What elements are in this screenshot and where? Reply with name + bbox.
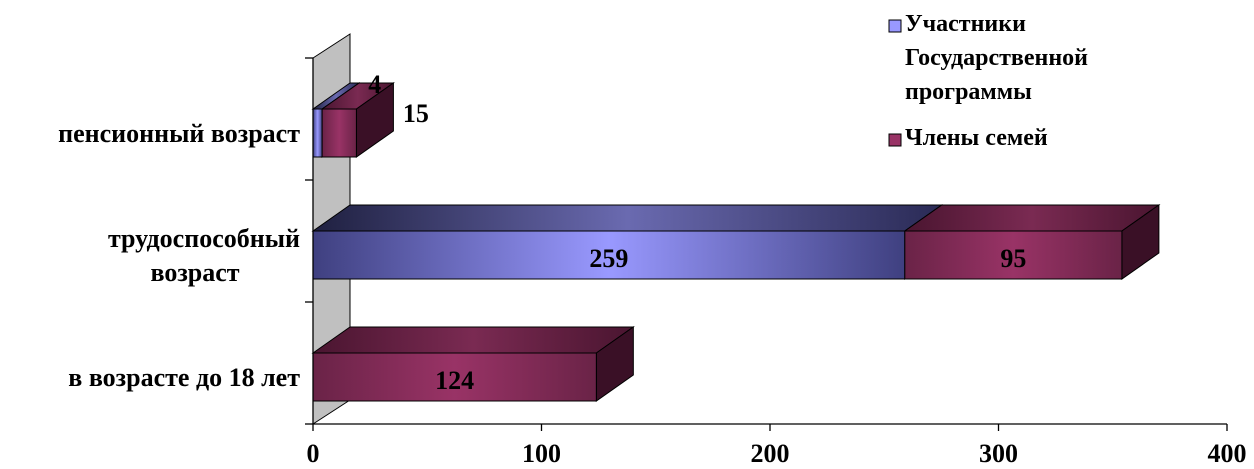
data-label: 259 [589,244,628,273]
category-label: возраст [150,258,239,287]
legend: Участники Государственной программы Члены с… [888,11,1088,151]
data-label: 15 [403,99,429,128]
legend-label: программы [905,79,1032,105]
legend-item-1: Члены семей [888,125,1048,151]
x-tick-label: 400 [1208,439,1247,468]
category-labels: в возрасте до 18 лет трудоспособный возрас… [58,119,300,392]
bar-family-0 [311,326,635,402]
category-label: в возрасте до 18 лет [68,363,300,392]
x-axis-ticks: 0 100 200 300 400 [307,424,1247,468]
legend-label: Члены семей [905,125,1048,151]
x-tick-label: 0 [307,439,320,468]
legend-label: Участники [905,11,1026,37]
bar-family-1 [903,204,1161,280]
bars-layer [311,82,1161,402]
data-label: 95 [1000,244,1026,273]
category-label: пенсионный возраст [58,119,300,148]
y-axis-ticks [305,57,313,425]
bar-family-2 [320,82,395,158]
x-tick-label: 300 [979,439,1018,468]
x-tick-label: 200 [751,439,790,468]
category-label: трудоспособный [108,224,300,253]
legend-swatch [888,133,902,147]
legend-item-0: Участники Государственной программы [888,11,1088,105]
data-label: 4 [368,70,381,99]
legend-swatch [888,19,902,33]
x-tick-label: 100 [522,439,561,468]
legend-label: Государственной [905,45,1088,71]
data-label: 124 [435,366,474,395]
data-labels-layer: 124 259 95 4 15 [368,70,1026,395]
